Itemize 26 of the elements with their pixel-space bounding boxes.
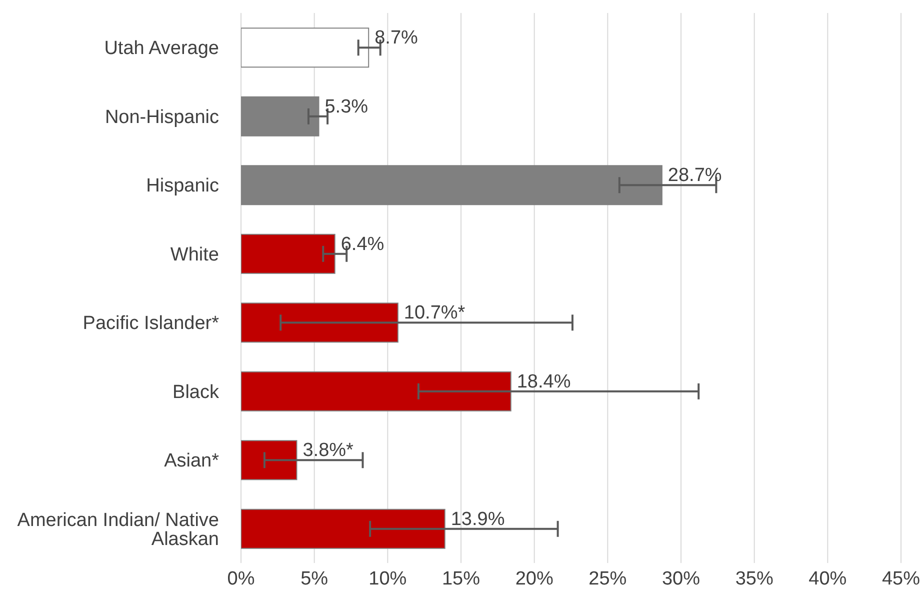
x-tick-label: 0% — [227, 568, 255, 590]
y-tick-label: Hispanic — [146, 176, 219, 197]
y-tick-label: American Indian/ Native Alaskan — [17, 510, 219, 550]
y-tick-label: White — [170, 244, 219, 266]
data-label: 18.4% — [516, 371, 571, 392]
x-tick-label: 40% — [808, 568, 847, 590]
x-tick-label: 15% — [442, 568, 480, 590]
y-tick-label: Non-Hispanic — [104, 106, 219, 128]
x-tick-label: 25% — [588, 568, 627, 590]
y-tick-label: Utah Average — [104, 38, 219, 60]
data-label: 3.8%* — [302, 440, 354, 462]
y-tick-label: Black — [172, 382, 220, 403]
x-tick-label: 20% — [515, 568, 554, 590]
data-label: 28.7% — [668, 165, 722, 186]
x-tick-label: 30% — [662, 568, 700, 590]
y-tick-label: Pacific Islander* — [82, 313, 220, 334]
x-tick-label: 35% — [735, 568, 774, 590]
data-label: 5.3% — [324, 96, 368, 118]
data-label: 6.4% — [340, 234, 384, 255]
data-label: 8.7% — [374, 28, 418, 49]
data-label: 13.9% — [450, 508, 505, 530]
x-tick-label: 10% — [368, 568, 407, 590]
x-tick-label: 45% — [882, 568, 920, 590]
data-label: 10.7%* — [404, 302, 466, 324]
y-tick-label: Asian* — [164, 450, 220, 472]
x-tick-label: 5% — [300, 568, 328, 590]
